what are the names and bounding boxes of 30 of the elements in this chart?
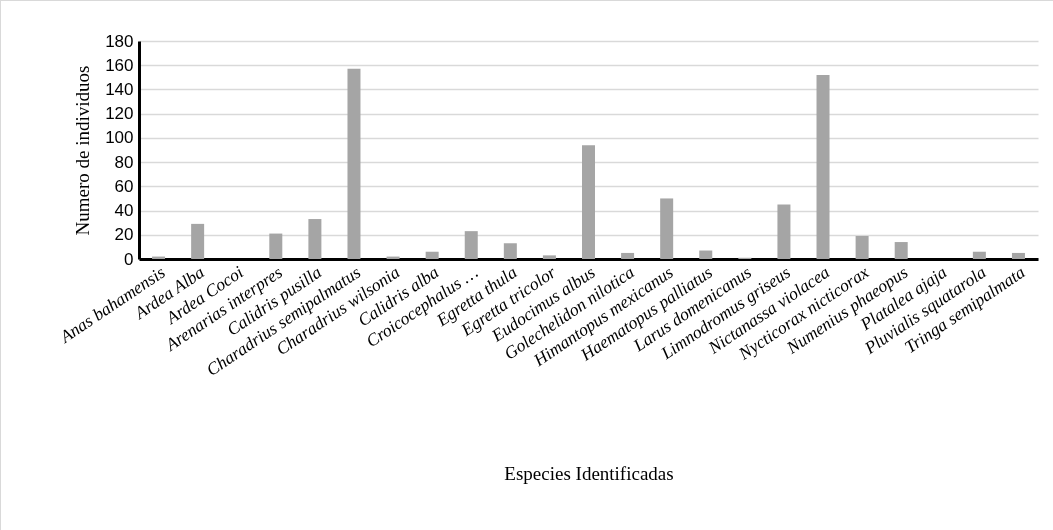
bar (464, 231, 478, 259)
bar (816, 74, 830, 259)
y-tick-label: 180 (105, 31, 134, 51)
bar (894, 242, 908, 259)
y-tick-label: 100 (105, 128, 134, 148)
y-tick-label: 80 (114, 152, 134, 172)
bar (621, 252, 635, 259)
y-tick-label: 160 (105, 55, 134, 75)
x-axis-title: Especies Identificadas (504, 462, 674, 484)
bar (660, 198, 674, 259)
y-tick-label: 120 (105, 104, 134, 124)
y-tick-label: 40 (114, 201, 134, 221)
bar (777, 204, 791, 259)
bar (582, 145, 595, 259)
bar (699, 250, 713, 259)
bar (347, 68, 361, 259)
bar (308, 219, 322, 259)
bar (191, 223, 205, 259)
bar (542, 255, 556, 259)
bar (1011, 252, 1025, 259)
y-axis-title: Numero de individuos (72, 65, 94, 236)
y-tick-label: 140 (105, 79, 134, 99)
y-tick-label: 60 (114, 176, 134, 196)
y-tick-label: 20 (114, 225, 134, 245)
y-tick-label: 0 (124, 249, 134, 269)
bar (855, 235, 869, 259)
bar (503, 243, 517, 259)
bar (972, 251, 986, 259)
bar (269, 233, 283, 259)
bar (425, 251, 439, 259)
